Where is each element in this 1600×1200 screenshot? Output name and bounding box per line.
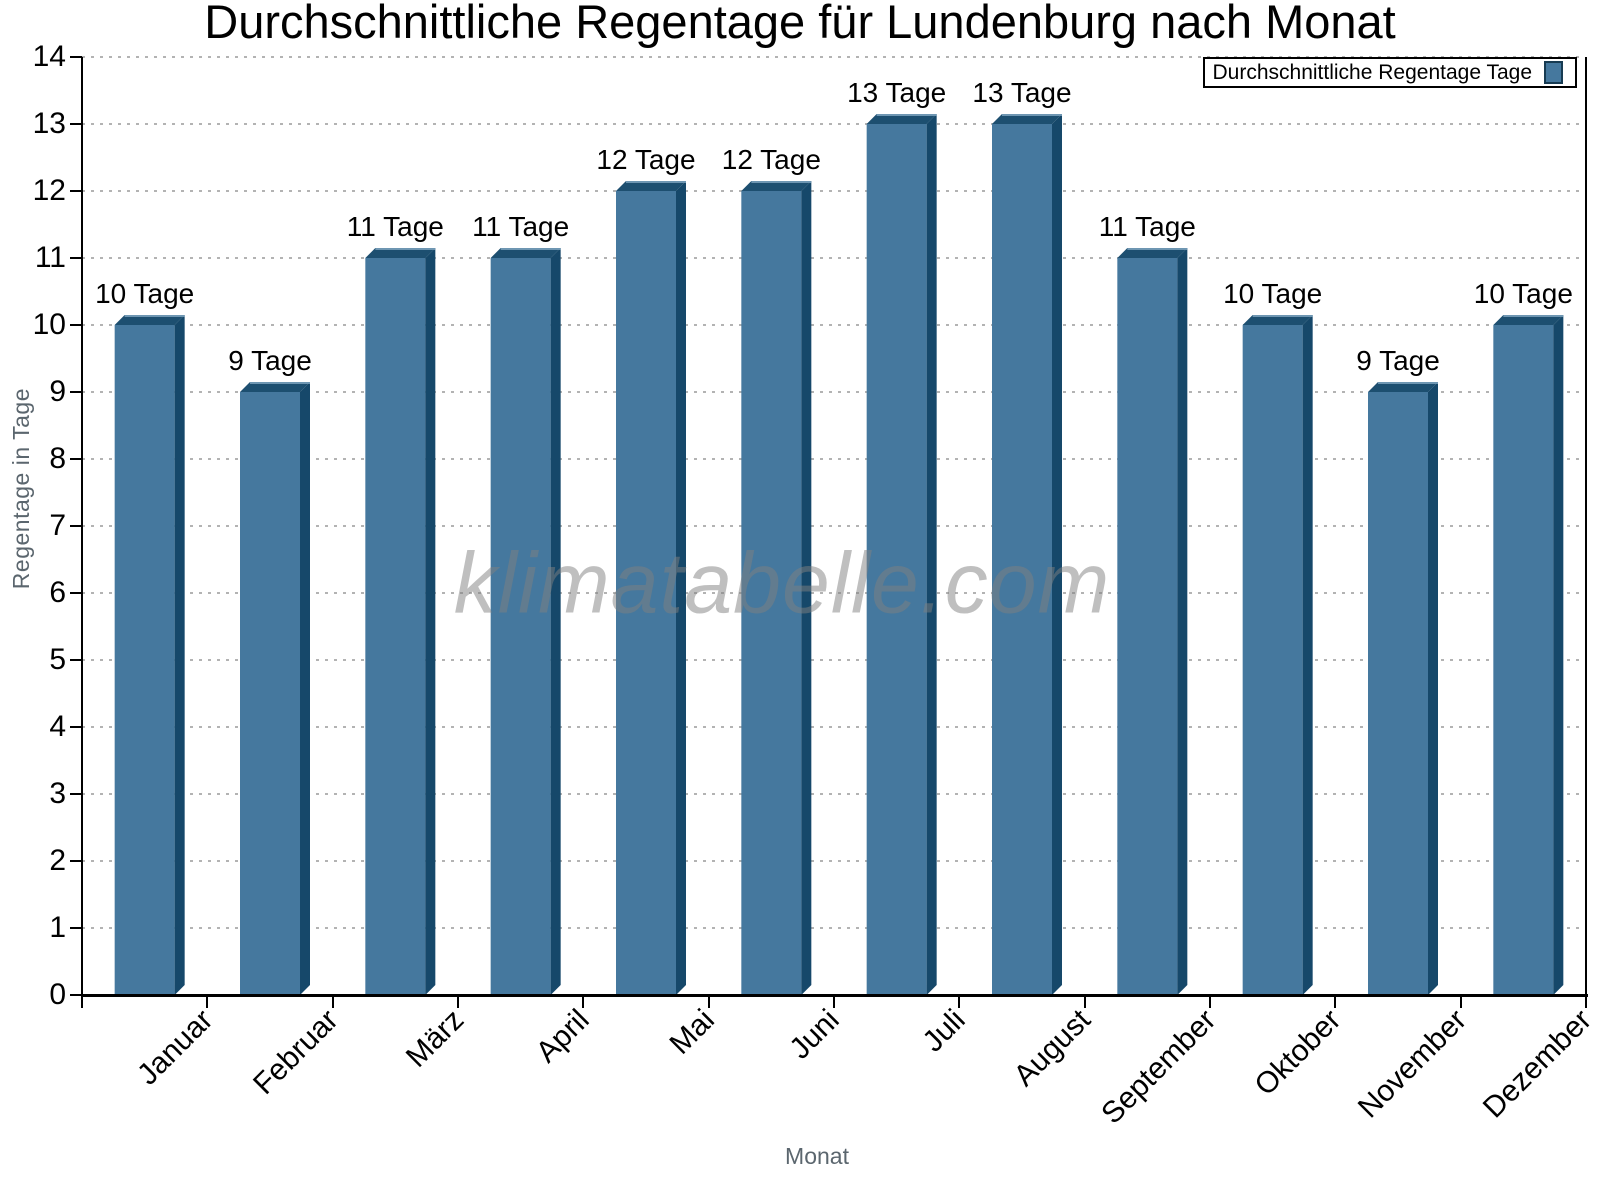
- bar-marz: [365, 248, 436, 995]
- bar-september: [1117, 248, 1188, 995]
- bar-oktober: [1242, 315, 1313, 995]
- chart-title: Durchschnittliche Regentage für Lundenbu…: [204, 0, 1396, 48]
- gridline: [82, 793, 1580, 795]
- bar-value-label: 11 Tage: [346, 211, 444, 242]
- legend-label: Durchschnittliche Regentage Tage: [1212, 60, 1532, 84]
- bar-mai: [616, 181, 686, 995]
- gridline: [82, 257, 1580, 259]
- y-tick-label: 7: [49, 509, 66, 542]
- y-tick: [70, 994, 82, 996]
- legend-swatch: [1544, 61, 1563, 84]
- x-tick: [1585, 996, 1587, 1008]
- right-axis-line: [1585, 57, 1587, 995]
- x-tick: [457, 996, 459, 1008]
- watermark: klimatabelle.com: [453, 535, 1111, 632]
- bar-januar: [114, 315, 185, 995]
- bar-value-label: 10 Tage: [95, 278, 195, 309]
- bar-juli: [866, 114, 937, 995]
- gridline: [82, 927, 1580, 929]
- bar-value-label: 11 Tage: [1098, 211, 1196, 242]
- y-tick: [70, 458, 82, 460]
- bar-value-label: 11 Tage: [472, 211, 570, 242]
- y-tick-label: 11: [34, 241, 66, 274]
- gridline: [82, 659, 1580, 661]
- bar-value-label: 9 Tage: [228, 345, 312, 376]
- x-tick: [81, 996, 83, 1008]
- x-tick: [833, 996, 835, 1008]
- bar-april: [490, 248, 561, 995]
- y-tick-label: 0: [49, 978, 66, 1011]
- x-tick: [707, 996, 710, 1008]
- y-tick-label: 12: [32, 174, 66, 207]
- bar-dezember: [1493, 315, 1564, 995]
- y-tick-label: 3: [49, 777, 66, 810]
- bar-februar: [240, 382, 310, 995]
- y-tick: [70, 391, 82, 393]
- gridline: [82, 56, 1580, 58]
- x-tick: [1083, 996, 1086, 1008]
- bar-value-label: 12 Tage: [596, 144, 696, 175]
- bar-value-label: 13 Tage: [847, 77, 947, 108]
- y-tick-label: 10: [32, 308, 66, 341]
- x-tick: [958, 996, 961, 1008]
- y-tick-label: 8: [49, 442, 66, 475]
- x-tick: [1209, 996, 1211, 1008]
- y-tick-label: 2: [49, 844, 66, 877]
- bar-juni: [741, 181, 812, 995]
- gridline: [82, 525, 1580, 527]
- bar-value-label: 9 Tage: [1356, 345, 1440, 376]
- y-tick-label: 5: [49, 643, 66, 676]
- y-tick: [70, 659, 82, 661]
- y-tick-label: 14: [32, 40, 66, 73]
- legend: Durchschnittliche Regentage Tage: [1203, 57, 1577, 88]
- y-tick: [70, 324, 82, 326]
- gridline: [82, 726, 1580, 728]
- y-tick-label: 6: [49, 576, 66, 609]
- x-axis-line: [81, 994, 1588, 997]
- bar-august: [992, 114, 1062, 995]
- y-tick: [70, 860, 82, 862]
- y-tick: [70, 123, 82, 125]
- x-tick: [1459, 996, 1462, 1008]
- y-tick: [70, 190, 82, 192]
- y-tick: [70, 726, 82, 728]
- y-tick: [70, 525, 82, 527]
- y-tick: [70, 793, 82, 795]
- y-tick: [70, 927, 82, 929]
- bar-november: [1368, 382, 1438, 995]
- x-tick: [206, 996, 209, 1008]
- gridline: [82, 190, 1580, 192]
- y-tick-label: 9: [49, 375, 66, 408]
- y-tick-label: 4: [49, 710, 66, 743]
- gridline: [82, 324, 1580, 326]
- y-axis-line: [81, 57, 83, 995]
- y-tick-label: 1: [49, 911, 66, 944]
- gridline: [82, 391, 1580, 393]
- bar-value-label: 10 Tage: [1473, 278, 1573, 309]
- x-axis-label: Monat: [785, 1143, 849, 1169]
- gridline: [82, 123, 1580, 125]
- gridline: [82, 592, 1580, 594]
- x-tick: [1334, 996, 1337, 1008]
- bar-value-label: 13 Tage: [972, 77, 1072, 108]
- x-tick: [582, 996, 585, 1008]
- y-tick: [70, 592, 82, 594]
- gridline: [82, 458, 1580, 460]
- gridline: [82, 860, 1580, 862]
- bar-value-label: 12 Tage: [721, 144, 821, 175]
- x-tick: [331, 996, 334, 1008]
- y-tick-label: 13: [32, 107, 66, 140]
- bar-value-label: 10 Tage: [1223, 278, 1323, 309]
- y-tick: [70, 56, 82, 58]
- y-tick: [70, 257, 82, 259]
